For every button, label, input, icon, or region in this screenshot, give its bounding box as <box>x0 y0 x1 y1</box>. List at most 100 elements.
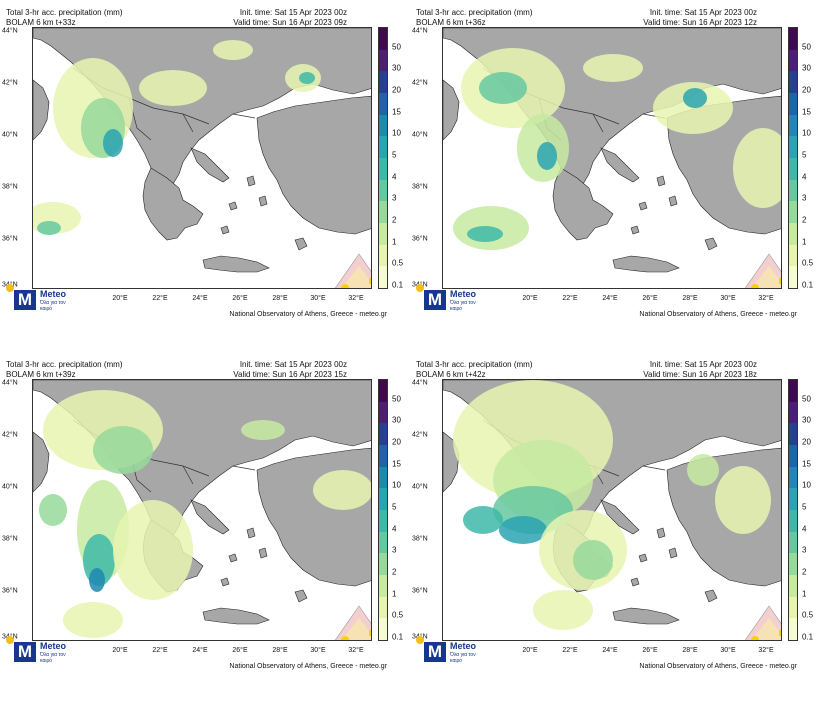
colorbar-label: 3 <box>802 545 807 555</box>
colorbar-label: 4 <box>802 524 807 533</box>
colorbar-label: 1 <box>802 589 807 598</box>
precip-area <box>683 88 707 108</box>
logo-tagline: Όλα για τον καιρό <box>450 300 476 312</box>
precip-area <box>537 142 557 170</box>
precip-map: Κυριακή του Πάσχα, 16/04 15:00 – 18:00 <box>32 379 372 641</box>
colorbar-label: 0.1 <box>802 280 814 290</box>
colorbar-segment <box>379 380 387 402</box>
logo-tagline: Όλα για τον καιρό <box>40 300 66 312</box>
colorbar-label: 20 <box>802 437 811 447</box>
lon-label: 26°E <box>642 295 658 302</box>
colorbar-segment <box>379 71 387 93</box>
lat-label: 36°N <box>2 587 18 595</box>
land-area <box>600 147 640 183</box>
precip-area <box>63 602 123 638</box>
forecast-panel-4: Total 3-hr acc. precipitation (mm) BOLAM … <box>410 352 813 692</box>
logo-sun-icon <box>6 284 14 292</box>
credit-footer: National Observatory of Athens, Greece -… <box>639 663 797 670</box>
colorbar-label: 30 <box>392 63 401 73</box>
colorbar-segment <box>379 222 387 245</box>
colorbar-segment <box>789 423 797 445</box>
land-area <box>294 237 308 251</box>
colorbar-label: 5 <box>802 150 807 160</box>
colorbar-segment <box>789 157 797 180</box>
precip-area <box>687 454 719 486</box>
colorbar-segment <box>379 157 387 180</box>
lon-label: 22°E <box>152 647 168 654</box>
forecast-panel-2: Total 3-hr acc. precipitation (mm) BOLAM … <box>410 0 813 340</box>
land-area <box>258 195 268 207</box>
colorbar-segment <box>379 509 387 532</box>
lon-label: 24°E <box>602 295 618 302</box>
model-line: BOLAM 6 km t+39z <box>6 370 76 379</box>
land-area <box>256 447 371 587</box>
colorbar-segment <box>789 201 797 223</box>
colorbar-segment <box>789 444 797 467</box>
land-area <box>630 577 640 587</box>
lat-label: 42°N <box>412 79 428 87</box>
colorbar-segment <box>789 71 797 93</box>
land-area <box>612 607 680 625</box>
lon-label: 32°E <box>758 295 774 302</box>
land-area <box>638 553 648 563</box>
product-title: Total 3-hr acc. precipitation (mm) <box>416 360 533 369</box>
colorbar-label: 30 <box>392 415 401 425</box>
lat-label: 38°N <box>2 535 18 543</box>
colorbar-label: 4 <box>802 172 807 181</box>
lon-label: 32°E <box>348 647 364 654</box>
lon-label: 30°E <box>310 647 326 654</box>
colorbar-segment <box>379 179 387 202</box>
land-area <box>33 431 50 493</box>
land-area <box>294 589 308 603</box>
logo-m-icon: M <box>424 290 446 310</box>
land-area <box>638 201 648 211</box>
land-area <box>228 201 238 211</box>
colorbar-label: 10 <box>802 128 811 138</box>
colorbar-segment <box>789 574 797 597</box>
land-area <box>202 607 270 625</box>
lon-label: 26°E <box>232 295 248 302</box>
colorbar <box>378 379 388 641</box>
logo-tagline: Όλα για τον καιρό <box>450 652 476 664</box>
credit-footer: National Observatory of Athens, Greece -… <box>229 311 387 318</box>
lon-label: 28°E <box>682 295 698 302</box>
colorbar-segment <box>379 266 387 288</box>
lat-label: 42°N <box>412 431 428 439</box>
land-area <box>202 255 270 273</box>
colorbar-segment <box>789 49 797 72</box>
precip-map: Κυριακή του Πάσχα, 16/04 18:00 – 21:00 <box>442 379 782 641</box>
colorbar-segment <box>789 596 797 619</box>
precip-area <box>241 420 285 440</box>
lon-label: 30°E <box>310 295 326 302</box>
land-area <box>630 225 640 235</box>
precip-area <box>715 466 771 534</box>
precip-area <box>499 516 547 544</box>
lon-label: 22°E <box>562 647 578 654</box>
logo-tagline: Όλα για τον καιρό <box>40 652 66 664</box>
precip-area <box>467 226 503 242</box>
forecast-panel-1: Total 3-hr acc. precipitation (mm) BOLAM … <box>0 0 403 340</box>
lat-label: 38°N <box>2 183 18 191</box>
meteo-logo: M Meteo Όλα για τον καιρό <box>416 284 506 314</box>
colorbar-label: 10 <box>392 128 401 138</box>
colorbar-label: 10 <box>392 480 401 490</box>
model-line: BOLAM 6 km t+33z <box>6 18 76 27</box>
land-area <box>552 167 614 241</box>
land-area <box>228 553 238 563</box>
precip-area <box>39 494 67 526</box>
lat-label: 40°N <box>2 483 18 491</box>
lat-label: 44°N <box>2 27 18 35</box>
credit-footer: National Observatory of Athens, Greece -… <box>229 663 387 670</box>
logo-name: Meteo <box>40 641 67 651</box>
init-time: Init. time: Sat 15 Apr 2023 00z <box>239 360 347 369</box>
land-area <box>668 547 678 559</box>
land-area <box>656 175 666 187</box>
lon-label: 28°E <box>682 647 698 654</box>
country-border <box>592 113 604 133</box>
colorbar-segment <box>379 618 387 640</box>
valid-time: Valid time: Sun 16 Apr 2023 09z <box>233 18 347 27</box>
country-border <box>182 465 194 485</box>
lon-label: 20°E <box>522 647 538 654</box>
lat-label: 44°N <box>2 379 18 387</box>
colorbar-label: 0.5 <box>392 258 404 268</box>
